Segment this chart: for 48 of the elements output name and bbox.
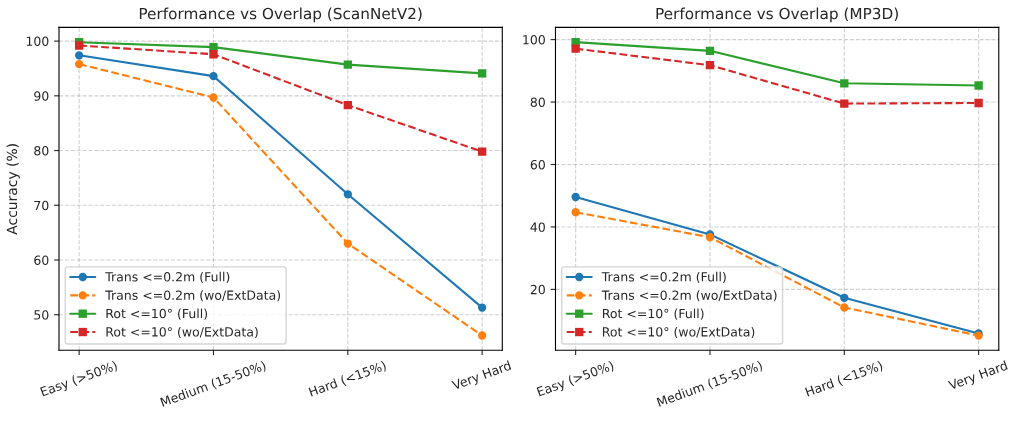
point	[343, 190, 352, 199]
y-tick-label: 50	[34, 310, 49, 320]
point	[840, 303, 849, 312]
y-tick-label: 80	[530, 97, 545, 107]
point	[571, 192, 580, 202]
point	[571, 208, 580, 217]
legend-label: Trans <=0.2m (wo/ExtData)	[105, 290, 281, 302]
legend-label: Trans <=0.2m (Full)	[601, 271, 726, 284]
point	[209, 93, 218, 102]
point	[209, 50, 218, 59]
y-tick-label: 20	[530, 284, 545, 295]
y-tick-label: 70	[34, 200, 49, 211]
chart-title: Performance vs Overlap (ScanNetV2)	[139, 7, 422, 23]
point	[705, 46, 715, 56]
point	[840, 79, 849, 88]
point	[477, 147, 487, 156]
legend-label: Rot <=10° (Full)	[106, 308, 208, 320]
point	[477, 69, 487, 78]
point	[974, 81, 983, 90]
y-tick-label: 80	[34, 146, 49, 156]
y-tick-label: 90	[34, 91, 49, 101]
point	[705, 61, 715, 70]
y-tick-label: 60	[34, 255, 49, 265]
point	[840, 99, 849, 108]
chart-title: Performance vs Overlap (MP3D)	[656, 7, 898, 23]
y-tick-label: 100	[523, 35, 545, 45]
legend-label: Rot <=10° (Full)	[602, 308, 704, 320]
point	[974, 98, 983, 108]
point	[571, 44, 580, 53]
y-axis-title: Accuracy (%)	[6, 144, 20, 235]
legend-label: Rot <=10° (wo/ExtData)	[106, 326, 258, 339]
y-tick-label: 40	[530, 222, 545, 232]
point	[343, 100, 352, 110]
y-tick-label: 60	[530, 159, 545, 170]
point	[74, 51, 84, 60]
point	[477, 331, 487, 340]
x-tick-label: Very Hard	[947, 360, 1009, 393]
x-tick-label: Very Hard	[451, 360, 513, 393]
legend-label: Trans <=0.2m (Full)	[105, 271, 230, 284]
point	[343, 239, 352, 248]
point	[74, 59, 84, 69]
point	[840, 293, 849, 302]
legend-label: Rot <=10° (wo/ExtData)	[602, 326, 755, 339]
y-tick-label: 100	[26, 36, 49, 47]
point	[477, 303, 487, 312]
legend-label: Trans <=0.2m (wo/ExtData)	[601, 290, 777, 302]
point	[343, 60, 352, 69]
point	[209, 71, 218, 81]
